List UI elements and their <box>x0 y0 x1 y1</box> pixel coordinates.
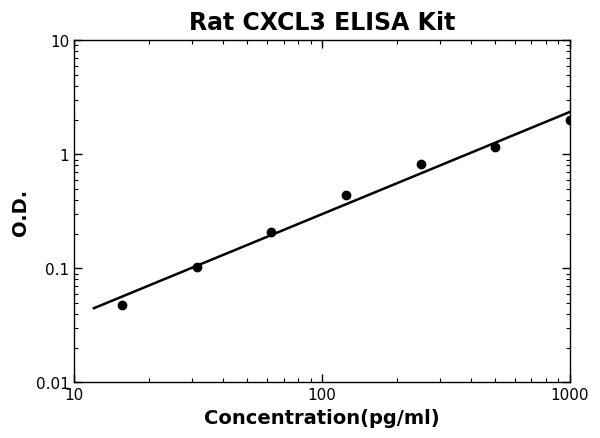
X-axis label: Concentration(pg/ml): Concentration(pg/ml) <box>204 408 440 427</box>
Y-axis label: O.D.: O.D. <box>11 188 30 235</box>
Title: Rat CXCL3 ELISA Kit: Rat CXCL3 ELISA Kit <box>189 11 455 35</box>
